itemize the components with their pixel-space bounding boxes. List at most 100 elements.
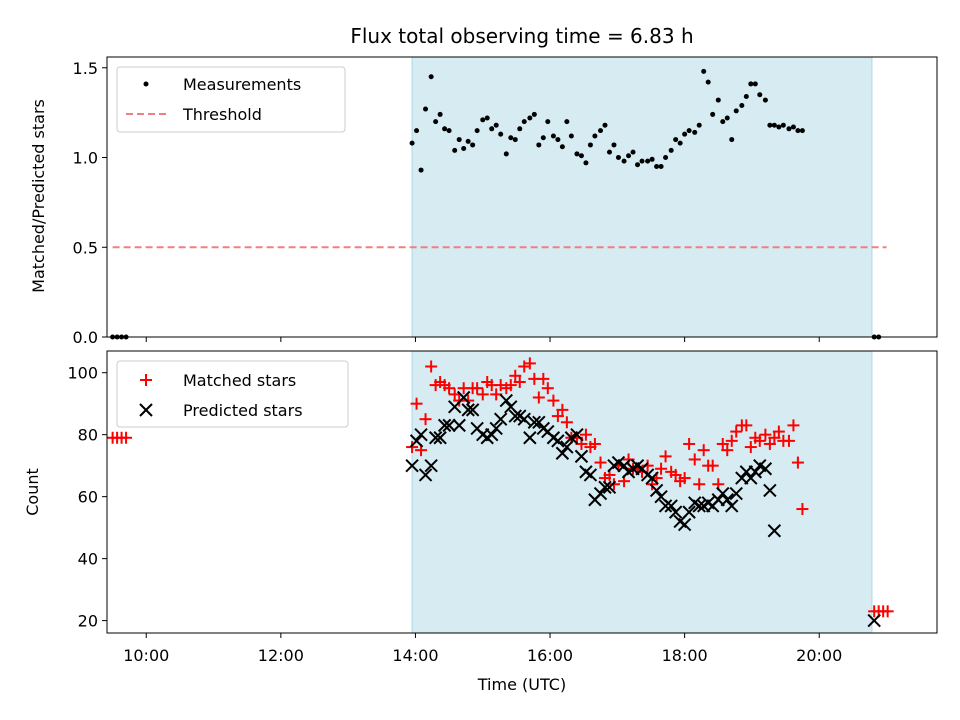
matched-star-point (476, 388, 489, 401)
measurement-point (545, 119, 551, 125)
ratio-axes-frame (106, 56, 938, 338)
measurement-point (682, 131, 688, 137)
measurement-point (630, 149, 636, 155)
counts-legend-box (116, 360, 349, 428)
measurement-point (598, 128, 604, 134)
measurement-point (658, 163, 664, 169)
predicted-star-point (414, 427, 428, 442)
measurement-point (559, 144, 565, 150)
measurement-point (767, 122, 773, 128)
measurement-point (696, 122, 702, 128)
matched-star-point (120, 431, 133, 444)
measurement-point (550, 133, 556, 139)
x-axis-label: Time (UTC) (477, 675, 566, 694)
matched-star-point (641, 459, 654, 472)
counts-y-tick-label: 80 (78, 426, 98, 445)
predicted-star-point (763, 483, 777, 498)
matched-star-point (721, 444, 734, 457)
matched-star-point (556, 403, 569, 416)
measurement-point (654, 163, 660, 169)
predicted-star-point (583, 468, 598, 482)
measurement-point (461, 146, 467, 152)
legend-measurements-marker (143, 81, 149, 87)
predicted-star-point (748, 465, 763, 479)
measurement-point (748, 81, 754, 87)
measurement-point (673, 137, 679, 143)
measurement-point (470, 142, 476, 148)
matched-star-point (772, 425, 785, 438)
measurement-point (540, 135, 546, 141)
counts-y-tick-label: 100 (67, 364, 98, 383)
legend-predicted-marker (139, 403, 153, 417)
measurement-point (498, 131, 504, 137)
counts-y-tick-label: 60 (78, 488, 98, 507)
predicted-star-point (405, 458, 419, 473)
measurement-point (433, 119, 439, 125)
measurement-point (729, 137, 735, 143)
measurement-point (780, 122, 786, 128)
ratio-y-tick-label: 0.5 (73, 238, 98, 257)
measurement-point (720, 119, 726, 125)
measurement-point (743, 93, 749, 99)
predicted-star-point (442, 418, 456, 433)
measurement-point (663, 155, 669, 161)
measurement-point (527, 115, 533, 121)
predicted-star-point (560, 440, 574, 454)
predicted-star-point (716, 486, 730, 501)
matched-star-point (490, 388, 503, 401)
counts-x-tick-label: 18:00 (662, 646, 708, 665)
matched-star-point (523, 357, 536, 370)
ratio-y-tick-label: 1.5 (73, 59, 98, 78)
measurement-point (583, 160, 589, 166)
measurement-point (517, 126, 523, 132)
matched-star-point (763, 437, 776, 450)
predicted-star-point (574, 449, 589, 464)
measurement-point (692, 129, 698, 135)
ratio-plot-area: 0.0 0.5 1.0 1.5 (73, 56, 938, 347)
legend-predicted-label: Predicted stars (183, 401, 303, 420)
matched-star-point (744, 441, 757, 454)
counts-y-axis-label: Count (23, 468, 42, 516)
ratio-legend-box (116, 66, 346, 133)
matched-star-point (678, 472, 691, 485)
predicted-star-point (598, 480, 612, 495)
predicted-star-point (682, 505, 696, 519)
measurement-point (484, 115, 490, 121)
matched-star-point (541, 382, 554, 395)
counts-x-tick-label: 12:00 (258, 646, 304, 665)
measurement-point (428, 74, 434, 80)
measurement-point (474, 128, 480, 134)
measurement-point (786, 126, 792, 132)
predicted-star-point (456, 390, 471, 405)
matched-star-point (425, 360, 438, 373)
predicted-star-point (489, 421, 503, 436)
measurement-point (508, 135, 514, 141)
measurement-point (752, 81, 758, 87)
matched-star-point (683, 437, 696, 450)
matched-star-point (532, 391, 545, 404)
predicted-star-point (617, 458, 631, 473)
counts-observing-window (411, 350, 873, 634)
measurement-point (480, 117, 486, 123)
measurement-point (587, 142, 593, 148)
predicted-star-point (433, 431, 447, 445)
matched-star-point (669, 468, 682, 481)
counts-y-tick-label: 20 (78, 612, 98, 631)
matched-star-point (782, 434, 795, 447)
measurement-point (602, 122, 608, 128)
matched-star-point (791, 456, 804, 469)
measurement-point (423, 106, 429, 112)
measurement-point (531, 111, 537, 117)
matched-star-point (560, 416, 573, 429)
measurement-point (705, 79, 711, 85)
measurement-point (626, 153, 632, 159)
measurement-point (615, 155, 621, 161)
measurement-point (668, 147, 674, 153)
predicted-star-point (677, 517, 692, 532)
panel-counts: 20 40 60 80 100 10:00 12:00 14:00 16:00 18:00 20:0… (23, 350, 938, 694)
matched-star-point (768, 431, 781, 444)
matched-star-point (513, 375, 526, 388)
counts-x-tick-label: 16:00 (527, 646, 573, 665)
measurement-point (645, 158, 651, 164)
matched-star-point (787, 419, 800, 432)
